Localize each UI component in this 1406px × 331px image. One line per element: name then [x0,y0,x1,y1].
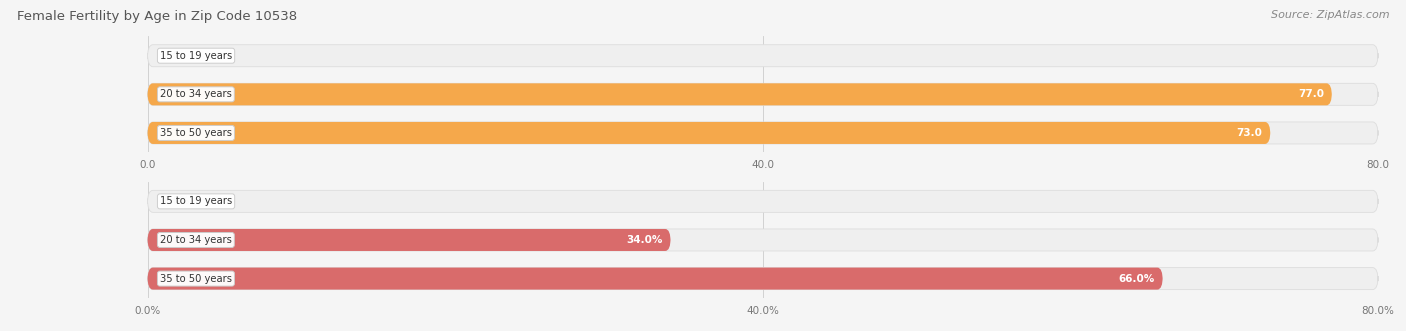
Text: Source: ZipAtlas.com: Source: ZipAtlas.com [1271,10,1389,20]
Text: 73.0: 73.0 [1237,128,1263,138]
FancyBboxPatch shape [148,267,1163,290]
Text: 0.0: 0.0 [163,51,180,61]
Text: 35 to 50 years: 35 to 50 years [160,274,232,284]
Text: 77.0: 77.0 [1298,89,1324,99]
Text: 0.0%: 0.0% [163,196,190,206]
FancyBboxPatch shape [148,122,1378,144]
Text: 15 to 19 years: 15 to 19 years [160,51,232,61]
FancyBboxPatch shape [148,122,1271,144]
FancyBboxPatch shape [148,267,1378,290]
FancyBboxPatch shape [148,83,1331,105]
FancyBboxPatch shape [148,45,1378,67]
FancyBboxPatch shape [148,229,1378,251]
Text: 35 to 50 years: 35 to 50 years [160,128,232,138]
Text: Female Fertility by Age in Zip Code 10538: Female Fertility by Age in Zip Code 1053… [17,10,297,23]
Text: 20 to 34 years: 20 to 34 years [160,89,232,99]
FancyBboxPatch shape [148,83,1378,105]
Text: 15 to 19 years: 15 to 19 years [160,196,232,206]
FancyBboxPatch shape [148,229,671,251]
Text: 20 to 34 years: 20 to 34 years [160,235,232,245]
Text: 34.0%: 34.0% [627,235,662,245]
FancyBboxPatch shape [148,190,1378,213]
Text: 66.0%: 66.0% [1119,274,1154,284]
